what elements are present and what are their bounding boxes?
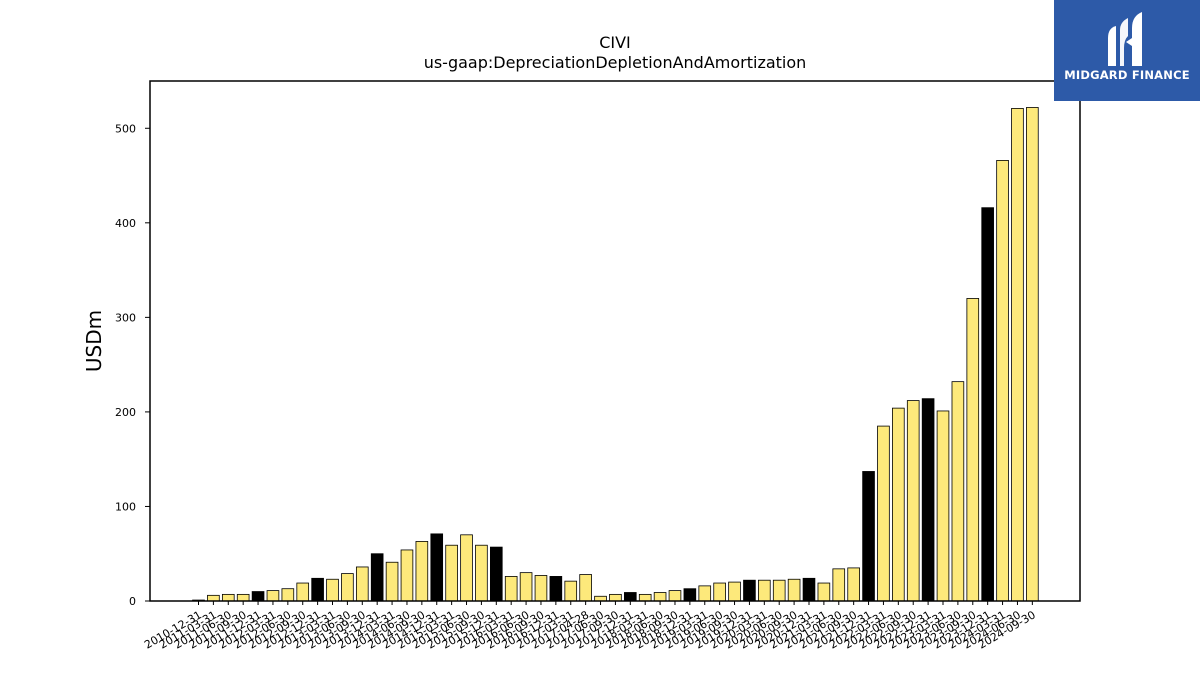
bar-2011-09-30: [236, 593, 250, 602]
bar-2022-12-31: [921, 398, 935, 602]
bar-2023-12-31: [981, 207, 994, 602]
bar-2019-03-31: [698, 585, 712, 602]
x-axis-ticks: 2010-12-312011-03-312011-06-302011-09-30…: [142, 601, 1038, 652]
y-tick-label: 100: [115, 500, 136, 513]
y-tick-label: 300: [115, 311, 136, 324]
bar-2013-12-31: [370, 553, 384, 602]
bar-2020-09-30: [787, 578, 801, 602]
logo-icon: [1108, 12, 1142, 66]
bar-2015-09-30: [475, 544, 488, 602]
bar-2017-09-30: [609, 593, 622, 602]
bar-2011-03-31: [207, 594, 220, 602]
bar-2014-12-31: [430, 533, 444, 602]
bar-2019-09-30: [728, 581, 741, 602]
bar-2018-06-30: [653, 592, 667, 602]
bar-2022-03-31: [877, 425, 890, 602]
bar-2011-12-31: [251, 591, 265, 602]
chart-subtitle: us-gaap:DepreciationDepletionAndAmortiza…: [424, 53, 807, 72]
chart-title: CIVI: [599, 33, 631, 52]
bar-2020-12-31: [802, 577, 816, 602]
bar-2016-12-31: [549, 576, 563, 602]
plot-frame: [149, 80, 1081, 602]
bar-2021-03-31: [817, 582, 831, 602]
y-tick-label: 400: [115, 217, 136, 230]
bar-2023-03-31: [936, 410, 950, 602]
bar-2021-06-30: [832, 568, 846, 602]
bar-2021-09-30: [847, 567, 860, 602]
bar-2016-03-31: [504, 576, 518, 602]
bar-2015-12-31: [489, 546, 503, 602]
bar-2018-03-31: [638, 593, 652, 602]
bar-2017-03-31: [564, 580, 578, 602]
bar-2019-12-31: [743, 579, 756, 602]
bar-2018-09-30: [668, 590, 682, 602]
y-tick-label: 0: [129, 595, 136, 608]
bar-2020-06-30: [772, 579, 786, 602]
logo-text: MIDGARD FINANCE: [1064, 68, 1190, 82]
bar-2014-09-30: [415, 541, 429, 602]
bar-2017-04-28: [579, 574, 592, 602]
bar-2024-03-31: [996, 160, 1009, 602]
y-axis-ticks: 0 100 200 300 400 500: [115, 122, 150, 608]
bar-2015-06-30: [460, 534, 473, 602]
bar-2014-06-30: [400, 549, 414, 602]
bar-group: [192, 107, 1039, 602]
bar-2011-06-30: [221, 593, 235, 602]
bar-2017-12-31: [624, 592, 637, 602]
bar-2013-06-30: [341, 573, 354, 602]
bar-2012-09-30: [296, 582, 310, 602]
bar-2021-12-31: [862, 471, 875, 602]
bar-2023-09-30: [966, 298, 980, 602]
bar-2023-06-30: [951, 381, 965, 602]
y-axis-label: USDm: [82, 310, 106, 372]
bar-2015-03-31: [445, 544, 458, 602]
bar-2016-06-30: [519, 572, 533, 602]
midgard-finance-logo: MIDGARD FINANCE: [1054, 0, 1200, 101]
bar-2024-09-30: [1026, 107, 1039, 602]
bar-2022-06-30: [892, 407, 905, 602]
bar-2019-06-30: [713, 582, 726, 602]
bar-2012-06-30: [281, 588, 295, 602]
y-tick-label: 200: [115, 406, 136, 419]
bar-2024-06-30: [1011, 108, 1024, 602]
bar-2016-09-30: [534, 575, 548, 602]
bar-2014-03-31: [385, 561, 399, 602]
bar-2013-03-31: [326, 578, 339, 602]
bar-2022-09-30: [906, 400, 920, 602]
bar-2012-03-31: [266, 590, 280, 602]
bar-2020-03-31: [758, 579, 771, 602]
bar-2013-09-30: [355, 566, 369, 602]
bar-2018-12-31: [683, 588, 697, 602]
bar-2012-12-31: [311, 577, 324, 602]
y-tick-label: 500: [115, 122, 136, 135]
